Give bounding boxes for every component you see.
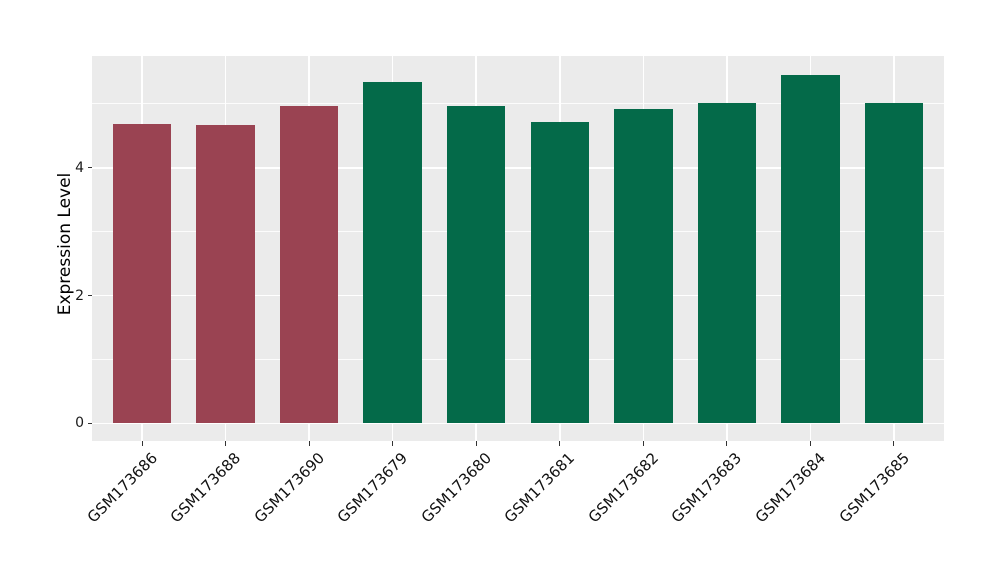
bar-GSM173685 <box>864 103 924 424</box>
minor-gridline-y1 <box>92 359 944 360</box>
x-tick-label-text: GSM173680 <box>417 449 495 527</box>
bar-GSM173683 <box>697 103 757 424</box>
x-tick-label-text: GSM173690 <box>250 449 328 527</box>
bar-GSM173690 <box>279 106 339 424</box>
x-tick-mark-GSM173690 <box>308 441 310 446</box>
plot-panel <box>92 56 944 441</box>
minor-gridline-y3 <box>92 231 944 233</box>
x-tick-mark-GSM173680 <box>475 441 477 446</box>
x-tick-label-text: GSM173686 <box>83 449 161 527</box>
x-tick-label-text: GSM173685 <box>835 449 913 527</box>
y-tick-label-4: 4 <box>75 159 84 176</box>
y-tick-mark-0 <box>87 422 92 424</box>
x-tick-label-text: GSM173688 <box>167 449 245 527</box>
major-gridline-y4 <box>92 167 944 169</box>
x-tick-mark-GSM173685 <box>893 441 895 446</box>
bar-GSM173681 <box>530 121 589 424</box>
x-tick-mark-GSM173686 <box>141 441 143 446</box>
x-tick-mark-GSM173681 <box>559 441 561 446</box>
bar-GSM173686 <box>112 123 172 424</box>
bar-GSM173684 <box>781 74 840 424</box>
x-tick-label-text: GSM173684 <box>751 449 830 527</box>
y-tick-label-0: 0 <box>75 415 84 432</box>
bar-GSM173682 <box>614 109 673 424</box>
bar-GSM173679 <box>363 81 422 424</box>
x-tick-mark-GSM173679 <box>392 441 394 446</box>
x-tick-label-text: GSM173683 <box>668 449 746 527</box>
major-gridline-y0 <box>92 422 944 425</box>
x-tick-label-text: GSM173679 <box>334 449 412 527</box>
y-tick-mark-2 <box>87 295 92 297</box>
x-tick-label-text: GSM173681 <box>501 449 579 527</box>
x-tick-mark-GSM173684 <box>809 441 811 446</box>
minor-gridline-y5 <box>92 103 944 105</box>
major-gridline-y2 <box>92 294 944 297</box>
x-tick-mark-GSM173683 <box>726 441 728 446</box>
x-tick-label-text: GSM173682 <box>584 449 663 527</box>
y-tick-label-2: 2 <box>75 287 84 304</box>
y-tick-mark-4 <box>87 167 92 169</box>
bar-GSM173688 <box>196 124 255 424</box>
x-tick-mark-GSM173688 <box>225 441 227 446</box>
x-tick-mark-GSM173682 <box>642 441 644 446</box>
bar-GSM173680 <box>447 105 506 424</box>
